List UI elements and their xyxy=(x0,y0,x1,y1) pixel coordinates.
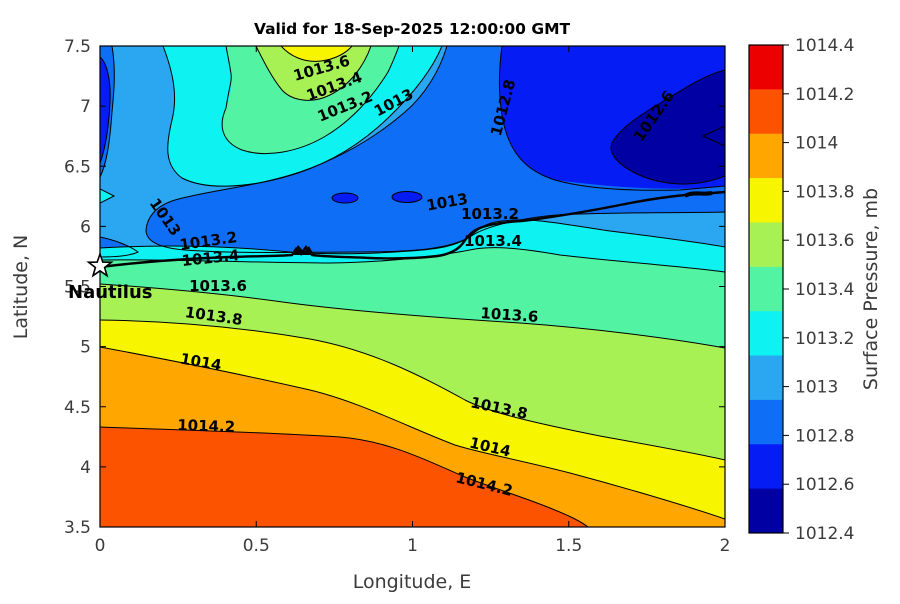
station-name: Nautilus xyxy=(68,282,153,303)
x-tick-label: 0.5 xyxy=(243,536,270,556)
colorbar-block xyxy=(749,488,783,534)
nautilus-station: Nautilus xyxy=(68,251,153,303)
colorbar-tick-label: 1013.4 xyxy=(795,280,854,300)
coastline xyxy=(100,190,725,269)
colorbar-tick-label: 1013.2 xyxy=(795,329,854,349)
y-tick-label: 3.5 xyxy=(64,518,91,538)
y-axis-label: Latitude, N xyxy=(10,235,32,340)
colorbar-tick-label: 1012.8 xyxy=(795,426,854,446)
colorbar-block xyxy=(749,444,783,490)
y-tick-label: 6 xyxy=(80,217,91,237)
colorbar-tick-label: 1014 xyxy=(795,134,838,154)
colorbar-tick-label: 1014.2 xyxy=(795,85,854,105)
x-tick-label: 0 xyxy=(95,536,106,556)
contour-label: 1013.4 xyxy=(464,232,522,250)
colorbar-tick-label: 1012.6 xyxy=(795,475,854,495)
y-tick-label: 5.5 xyxy=(64,278,91,298)
y-tick-label: 7.5 xyxy=(64,37,91,57)
y-tick-label: 4.5 xyxy=(64,398,91,418)
contour-label: 1013.6 xyxy=(189,277,247,295)
colorbar-label: Surface Pressure, mb xyxy=(860,188,882,390)
colorbar-tick-label: 1014.4 xyxy=(795,36,854,56)
x-tick-label: 2 xyxy=(720,536,731,556)
y-tick-label: 7 xyxy=(80,97,91,117)
contour-label: 1013.4 xyxy=(181,246,240,270)
x-tick-label: 1 xyxy=(407,536,418,556)
colorbar-block xyxy=(749,133,783,179)
x-tick-label: 1.5 xyxy=(555,536,582,556)
colorbar-block xyxy=(749,355,783,401)
star-icon xyxy=(86,251,114,278)
colorbar-block xyxy=(749,222,783,268)
colorbar-block xyxy=(749,45,783,90)
contour-label: 1013.6 xyxy=(480,304,539,326)
colorbar: 1014.4 1014.2 1014 1013.8 1013.6 1013.4 1013.2… xyxy=(749,36,854,544)
contour-label: 1014.2 xyxy=(177,416,235,436)
colorbar-block xyxy=(749,178,783,223)
contour-fill-layers xyxy=(100,46,725,527)
colorbar-tick-label: 1013 xyxy=(795,378,838,398)
colorbar-tick-label: 1013.8 xyxy=(795,182,854,202)
colorbar-tick-label: 1012.4 xyxy=(795,524,854,544)
colorbar-tick-label: 1013.6 xyxy=(795,231,854,251)
colorbar-border xyxy=(748,44,784,534)
y-tick-label: 5 xyxy=(80,338,91,358)
y-tick-label: 4 xyxy=(80,458,91,478)
colorbar-block xyxy=(749,266,783,312)
plot-title: Valid for 18-Sep-2025 12:00:00 GMT xyxy=(254,20,571,38)
colorbar-block xyxy=(749,311,783,357)
axis-ticks: 0 0.5 1 1.5 2 7.5 7 6.5 6 5.5 5 4.5 4 3.5 xyxy=(64,37,730,556)
contour-label: 1013.2 xyxy=(461,205,519,223)
x-axis-label: Longitude, E xyxy=(353,571,472,593)
y-tick-label: 6.5 xyxy=(64,157,91,177)
colorbar-block xyxy=(749,89,783,135)
colorbar-block xyxy=(749,399,783,445)
